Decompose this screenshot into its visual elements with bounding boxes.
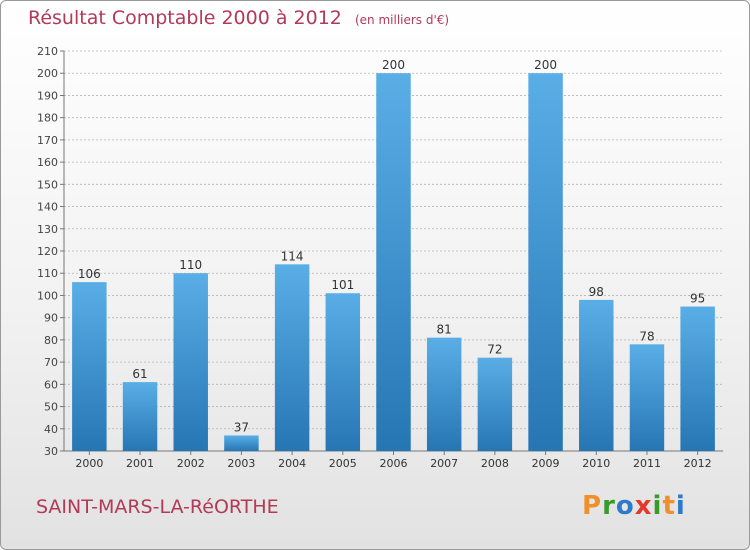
- y-tick-label: 110: [37, 267, 58, 280]
- y-tick-label: 130: [37, 223, 58, 236]
- x-tick-label: 2006: [380, 457, 408, 470]
- x-tick-label: 2003: [227, 457, 255, 470]
- y-tick-label: 150: [37, 178, 58, 191]
- logo-letter: P: [582, 491, 603, 521]
- data-label-2011: 78: [639, 329, 654, 343]
- chart-unit: (en milliers d'€): [354, 13, 450, 27]
- x-tick-label: 2011: [633, 457, 661, 470]
- x-tick-label: 2008: [481, 457, 509, 470]
- data-label-2000: 106: [78, 267, 101, 281]
- logo-letter: o: [615, 491, 635, 521]
- data-label-2007: 81: [437, 323, 452, 337]
- logo-letter: t: [662, 491, 676, 521]
- bar-2007: [426, 337, 462, 451]
- bar-2006: [376, 73, 411, 451]
- data-label-2006: 200: [382, 58, 405, 72]
- data-labels: 106 61 110 37 114 101 200 81 72 200 98 78 95: [78, 58, 705, 434]
- bar-2010: [579, 299, 614, 451]
- y-tick-label: 30: [44, 445, 58, 458]
- logo-letter: i: [675, 491, 686, 521]
- y-tick-label: 170: [37, 134, 58, 147]
- y-tick-label: 50: [44, 401, 58, 414]
- bars: [72, 73, 715, 451]
- y-tick-label: 70: [44, 356, 58, 369]
- x-tick-label: 2005: [329, 457, 357, 470]
- logo-letter: i: [652, 491, 663, 521]
- y-tick-label: 90: [44, 312, 58, 325]
- x-tick-label: 2001: [126, 457, 154, 470]
- data-label-2010: 98: [589, 285, 604, 299]
- y-tick-label: 40: [44, 423, 58, 436]
- y-tick-label: 80: [44, 334, 58, 347]
- y-tick-label: 180: [37, 112, 58, 125]
- title-block: Résultat Comptable 2000 à 2012 (en milli…: [28, 7, 449, 29]
- y-tick-label: 160: [37, 156, 58, 169]
- y-tick-label: 200: [37, 67, 58, 80]
- data-label-2009: 200: [534, 58, 557, 72]
- bar-2004: [274, 264, 310, 451]
- data-label-2005: 101: [331, 278, 354, 292]
- bar-2002: [173, 273, 208, 451]
- y-tick-label: 60: [44, 378, 58, 391]
- data-label-2004: 114: [281, 249, 304, 263]
- x-tick-labels: 2000 2001 2002 2003 2004 2005 2006 2007 2008 2009…: [75, 451, 712, 470]
- logo-letter: r: [602, 491, 616, 521]
- data-label-2001: 61: [132, 367, 147, 381]
- bar-2012: [680, 306, 715, 451]
- data-label-2012: 95: [690, 292, 705, 306]
- y-tick-label: 100: [37, 289, 58, 302]
- data-label-2002: 110: [179, 258, 202, 272]
- data-label-2008: 72: [487, 343, 502, 357]
- proxiti-logo: Proxiti: [582, 491, 686, 521]
- y-tick-label: 190: [37, 89, 58, 102]
- place-name: SAINT-MARS-LA-RéORTHE: [36, 496, 279, 518]
- x-tick-label: 2007: [430, 457, 458, 470]
- bar-2001: [122, 382, 158, 451]
- y-tick-label: 140: [37, 201, 58, 214]
- x-tick-label: 2002: [177, 457, 205, 470]
- x-tick-label: 2010: [582, 457, 610, 470]
- x-tick-label: 2012: [684, 457, 712, 470]
- bar-2011: [629, 344, 665, 451]
- data-label-2003: 37: [234, 420, 249, 434]
- y-tick-label: 210: [37, 45, 58, 58]
- y-tick-labels: 30 40 50 60 70 80 90 100 110 120 130 140 150 160 170 18…: [37, 45, 58, 458]
- x-tick-label: 2009: [532, 457, 560, 470]
- bar-2000: [72, 282, 107, 451]
- chart-title: Résultat Comptable 2000 à 2012: [28, 7, 342, 29]
- logo-letter: x: [634, 491, 653, 521]
- bar-2009: [528, 73, 563, 451]
- x-tick-label: 2004: [278, 457, 306, 470]
- y-tick-label: 120: [37, 245, 58, 258]
- bar-2005: [325, 293, 361, 451]
- x-tick-label: 2000: [75, 457, 103, 470]
- bar-2008: [477, 357, 513, 451]
- bar-2003: [224, 435, 259, 451]
